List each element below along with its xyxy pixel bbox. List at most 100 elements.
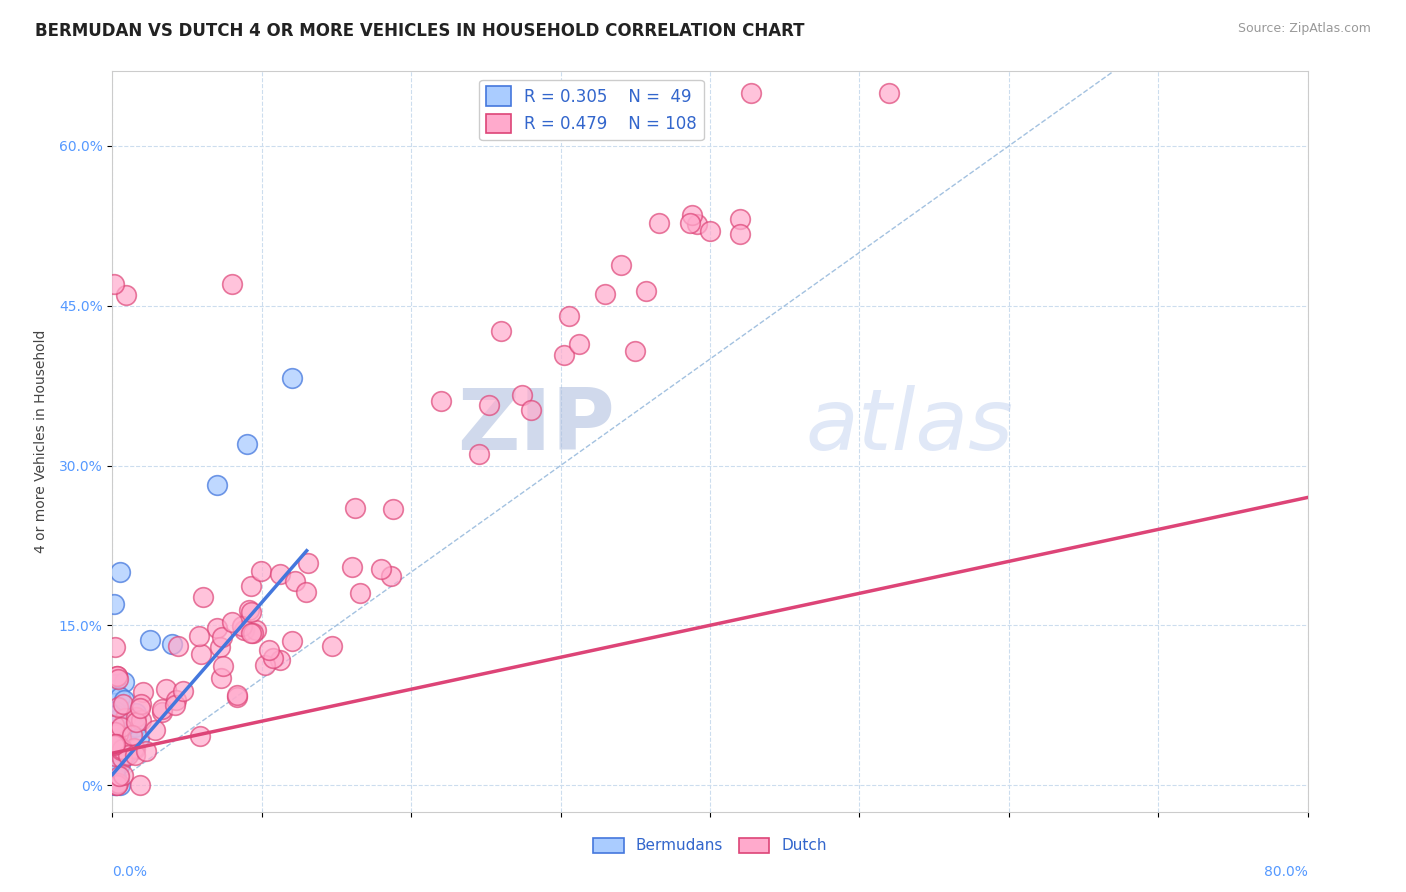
Point (155, 682, 177, 697)
Point (108, 565, 131, 579)
Point (382, 502, 405, 516)
Point (610, 258, 633, 272)
Point (221, 615, 243, 630)
Point (624, 344, 647, 359)
Point (730, 211, 752, 226)
Point (135, 744, 157, 758)
Point (107, 776, 129, 790)
Point (162, 637, 183, 651)
Point (117, 725, 139, 739)
Point (191, 590, 214, 604)
Point (520, 403, 543, 417)
Point (269, 652, 291, 666)
Point (104, 771, 127, 785)
Point (111, 741, 134, 756)
Point (121, 728, 143, 742)
Point (129, 713, 152, 727)
Point (512, 388, 534, 402)
Point (634, 285, 657, 299)
Point (269, 566, 291, 581)
Point (107, 706, 129, 720)
Point (231, 619, 253, 633)
Point (110, 756, 132, 771)
Point (107, 726, 129, 740)
Point (284, 574, 307, 588)
Point (105, 736, 128, 750)
Point (108, 778, 131, 792)
Point (103, 277, 125, 292)
Point (728, 227, 751, 241)
Point (104, 724, 127, 739)
Point (114, 693, 135, 707)
Point (236, 437, 259, 451)
Point (103, 683, 125, 698)
Point (558, 310, 581, 324)
Point (104, 778, 127, 792)
Point (105, 669, 128, 683)
Point (240, 578, 263, 592)
Point (225, 688, 247, 702)
Point (104, 774, 127, 789)
Point (104, 731, 127, 746)
Point (128, 731, 150, 746)
Point (349, 586, 371, 600)
Point (467, 447, 489, 461)
Point (110, 718, 132, 732)
Point (188, 729, 211, 743)
Legend: Bermudans, Dutch: Bermudans, Dutch (588, 831, 832, 860)
Point (108, 769, 131, 783)
Point (257, 643, 280, 657)
Point (103, 597, 125, 611)
Point (107, 712, 129, 726)
Point (209, 640, 232, 655)
Point (108, 716, 131, 731)
Text: atlas: atlas (806, 385, 1014, 468)
Point (132, 685, 155, 699)
Point (107, 778, 129, 792)
Point (107, 700, 129, 714)
Point (281, 371, 304, 385)
Point (107, 672, 129, 686)
Point (295, 584, 318, 599)
Point (207, 621, 229, 635)
Point (103, 778, 125, 792)
Point (104, 720, 127, 734)
Point (238, 602, 260, 616)
Point (699, 224, 721, 238)
Point (111, 750, 134, 764)
Point (254, 658, 277, 673)
Point (129, 701, 152, 715)
Point (188, 629, 211, 643)
Point (104, 713, 127, 727)
Point (125, 715, 148, 730)
Point (107, 709, 129, 723)
Point (104, 748, 127, 763)
Point (105, 728, 128, 742)
Point (105, 669, 128, 683)
Point (103, 738, 125, 752)
Point (103, 731, 125, 745)
Point (209, 671, 232, 685)
Point (225, 690, 247, 704)
Point (239, 625, 262, 640)
Point (111, 744, 134, 758)
Point (110, 743, 132, 757)
Point (117, 747, 139, 762)
Point (205, 478, 228, 492)
Point (740, 86, 762, 100)
Point (242, 625, 264, 640)
Point (250, 564, 273, 578)
Point (124, 710, 146, 724)
Point (340, 559, 363, 574)
Point (112, 697, 135, 711)
Point (370, 562, 392, 576)
Text: BERMUDAN VS DUTCH 4 OR MORE VEHICLES IN HOUSEHOLD CORRELATION CHART: BERMUDAN VS DUTCH 4 OR MORE VEHICLES IN … (35, 22, 804, 40)
Point (110, 731, 132, 746)
Point (114, 288, 136, 302)
Point (104, 764, 127, 778)
Point (190, 648, 212, 662)
Point (103, 764, 125, 779)
Y-axis label: 4 or more Vehicles in Household: 4 or more Vehicles in Household (34, 330, 48, 553)
Point (262, 650, 284, 665)
Point (104, 726, 127, 740)
